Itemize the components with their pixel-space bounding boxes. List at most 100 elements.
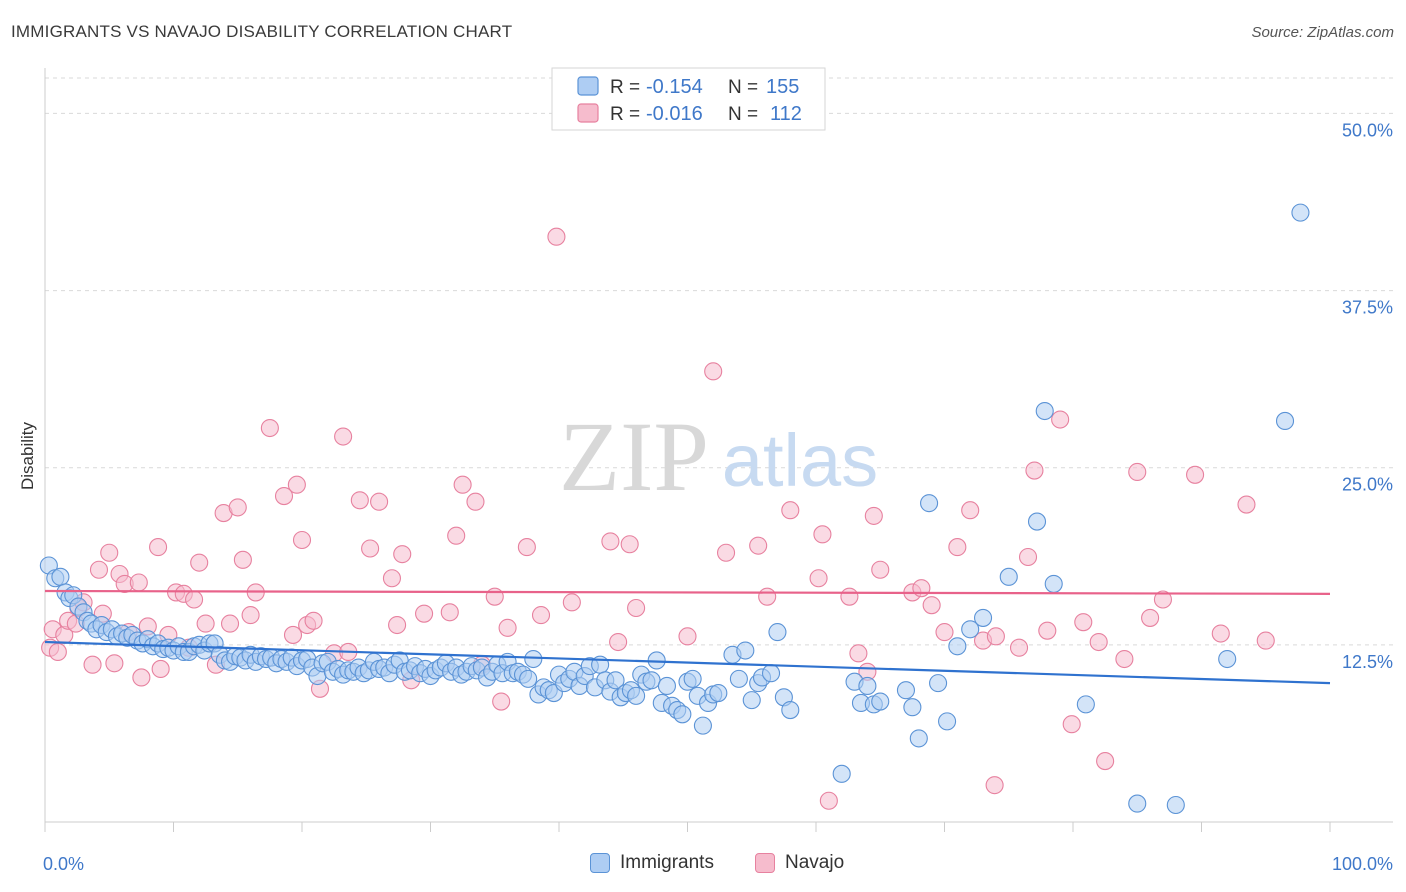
legend-item-navajo[interactable]: Navajo bbox=[755, 852, 844, 874]
navajo-point bbox=[1089, 632, 1108, 652]
immigrants-point bbox=[973, 608, 993, 627]
immigrants-point bbox=[832, 764, 851, 783]
navajo-point bbox=[819, 791, 838, 810]
immigrants-point bbox=[1166, 795, 1185, 815]
navajo-point bbox=[1096, 752, 1115, 771]
immigrants-r-label: R = bbox=[610, 77, 640, 98]
immigrants-point bbox=[1128, 794, 1147, 813]
navajo-point bbox=[492, 692, 511, 711]
navajo-point bbox=[1025, 461, 1044, 480]
navajo-point bbox=[453, 475, 472, 494]
navajo-point bbox=[1153, 590, 1172, 609]
navajo-point bbox=[781, 501, 800, 520]
navajo-point bbox=[292, 530, 312, 550]
navajo-point bbox=[185, 590, 204, 609]
immigrants-point bbox=[961, 620, 980, 639]
navajo-point bbox=[935, 623, 954, 642]
navajo-point bbox=[601, 532, 620, 551]
immigrants-point bbox=[871, 692, 890, 711]
navajo-point bbox=[758, 587, 777, 606]
immigrants-point bbox=[761, 664, 781, 683]
navajo-point bbox=[678, 627, 697, 646]
immigrants-point bbox=[524, 649, 543, 669]
immigrants-point bbox=[709, 683, 728, 703]
navajo-point bbox=[1141, 608, 1160, 627]
immigrants-point bbox=[736, 641, 755, 660]
navajo-point bbox=[388, 615, 407, 635]
immigrants-point bbox=[627, 686, 646, 705]
navajo-point bbox=[382, 569, 402, 588]
navajo-point bbox=[1062, 715, 1081, 734]
immigrants-point bbox=[938, 712, 957, 731]
immigrants-point bbox=[1275, 411, 1295, 430]
navajo-point bbox=[871, 560, 890, 579]
navajo-point bbox=[912, 579, 931, 598]
navajo-point bbox=[1115, 649, 1134, 669]
immigrants-point bbox=[948, 637, 967, 656]
immigrants-point bbox=[657, 676, 676, 696]
navajo-point bbox=[609, 632, 628, 652]
immigrants-point bbox=[1291, 203, 1310, 222]
navajo-point bbox=[415, 604, 434, 623]
navajo-r-value: -0.016 bbox=[646, 103, 703, 125]
immigrants-point bbox=[693, 716, 712, 735]
y-tick-label: 25.0% bbox=[1342, 475, 1393, 495]
navajo-point bbox=[749, 536, 768, 555]
navajo-point bbox=[562, 593, 581, 612]
navajo-point bbox=[100, 543, 119, 562]
navajo-point bbox=[620, 535, 639, 554]
y-tick-label: 37.5% bbox=[1342, 298, 1393, 318]
immigrants-point bbox=[920, 494, 939, 513]
navajo-point bbox=[485, 587, 504, 606]
immigrants-point bbox=[1218, 649, 1237, 669]
navajo-point bbox=[986, 627, 1005, 646]
navajo-point bbox=[287, 475, 306, 494]
navajo-point bbox=[466, 492, 485, 511]
navajo-point bbox=[1186, 465, 1205, 484]
navajo-point bbox=[809, 569, 828, 588]
immigrants-r-value: -0.154 bbox=[646, 76, 703, 98]
navajo-point bbox=[948, 538, 967, 557]
immigrants-n-label: N = bbox=[728, 77, 758, 98]
navajo-point bbox=[547, 227, 566, 246]
immigrants-point bbox=[909, 729, 928, 748]
immigrants-swatch bbox=[590, 853, 610, 873]
navajo-point bbox=[1237, 495, 1256, 514]
navajo-point bbox=[283, 625, 303, 644]
immigrants-point bbox=[781, 700, 800, 720]
chart-title: IMMIGRANTS VS NAVAJO DISABILITY CORRELAT… bbox=[11, 22, 513, 41]
navajo-point bbox=[1256, 631, 1275, 650]
navajo-point bbox=[228, 498, 247, 517]
navajo-point bbox=[1018, 547, 1038, 567]
navajo-point bbox=[1009, 638, 1029, 657]
immigrants-point bbox=[1076, 695, 1095, 714]
navajo-point bbox=[151, 659, 170, 678]
immigrants-point bbox=[858, 676, 877, 696]
watermark-atlas: atlas bbox=[722, 419, 878, 502]
navajo-point bbox=[704, 362, 723, 381]
immigrants-point bbox=[729, 669, 748, 688]
immigrants-point bbox=[1027, 512, 1047, 531]
immigrants-legend-swatch bbox=[577, 76, 599, 96]
legend-item-immigrants[interactable]: Immigrants bbox=[590, 852, 714, 874]
navajo-point bbox=[393, 545, 412, 564]
immigrants-point bbox=[519, 669, 538, 688]
navajo-point bbox=[1074, 613, 1093, 632]
immigrants-point bbox=[1044, 574, 1063, 593]
immigrants-point bbox=[51, 567, 70, 586]
navajo-r-label: R = bbox=[610, 104, 640, 125]
bottom-legend: Immigrants Navajo bbox=[0, 852, 1406, 878]
navajo-point bbox=[149, 538, 168, 557]
immigrants-point bbox=[929, 674, 948, 693]
navajo-point bbox=[849, 644, 868, 663]
source-label: Source: ZipAtlas.com bbox=[1251, 24, 1394, 41]
navajo-point bbox=[190, 553, 209, 572]
navajo-point bbox=[220, 614, 240, 633]
navajo-point bbox=[627, 598, 646, 618]
navajo-point bbox=[864, 506, 883, 525]
navajo-point bbox=[922, 596, 941, 615]
immigrants-point bbox=[999, 567, 1018, 586]
navajo-point bbox=[517, 538, 536, 557]
navajo-point bbox=[334, 427, 353, 446]
navajo-point bbox=[985, 776, 1004, 795]
